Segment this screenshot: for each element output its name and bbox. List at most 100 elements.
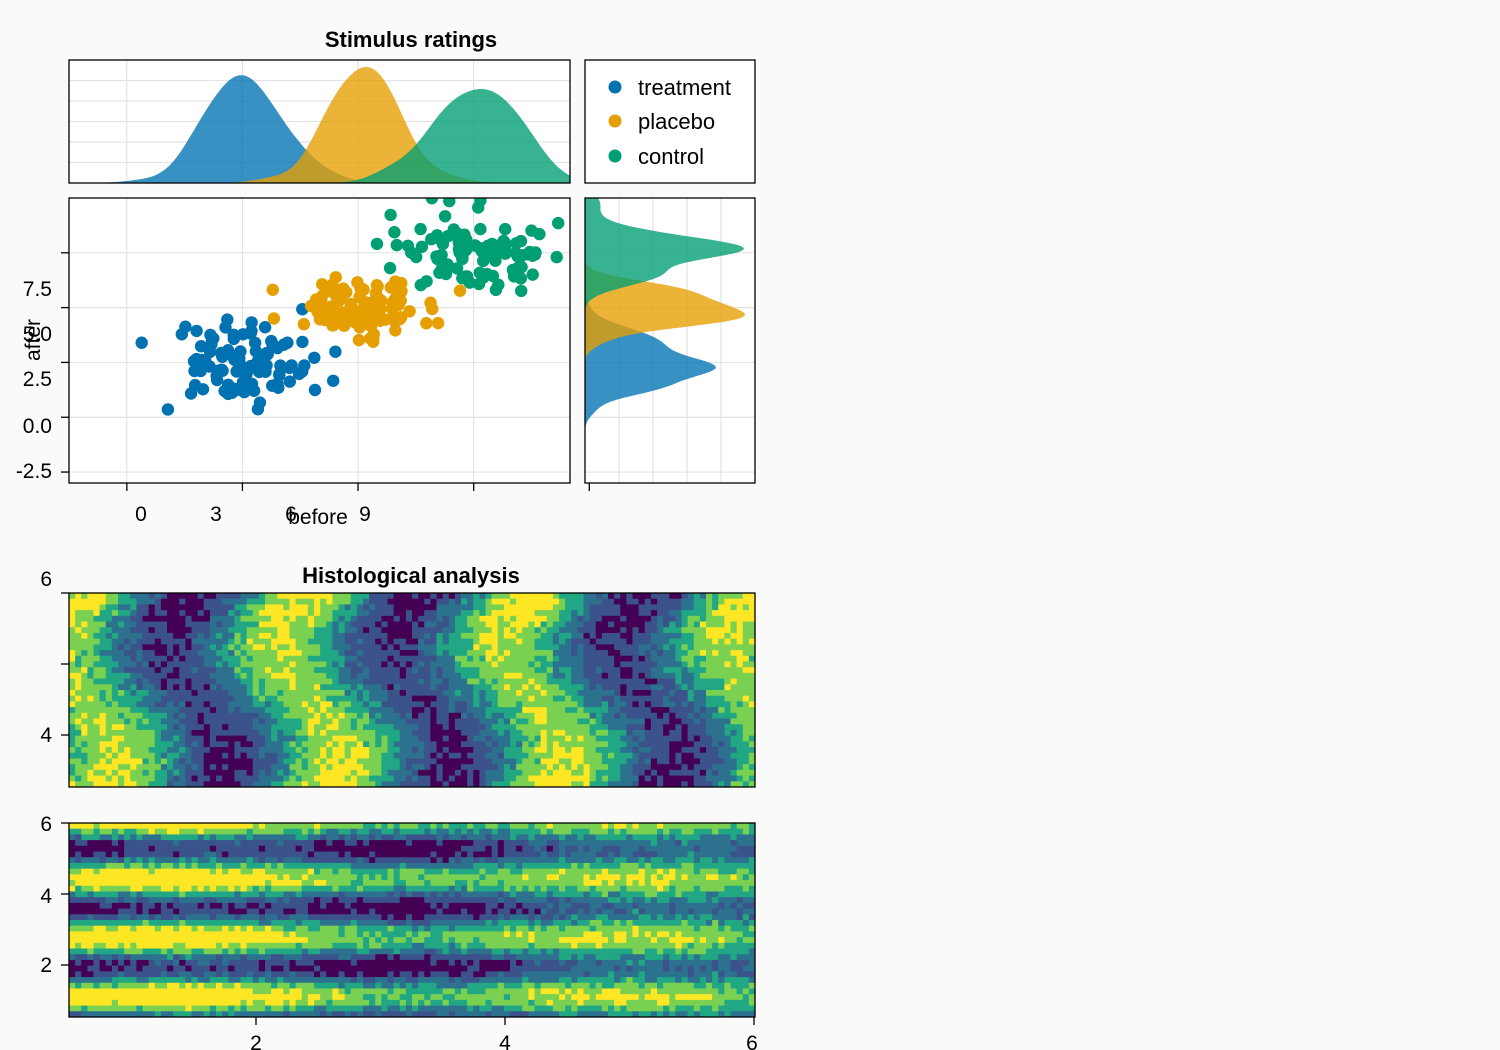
contour-cell: [571, 701, 578, 708]
contour-cell: [663, 747, 670, 754]
contour-cell: [240, 684, 248, 691]
contour-cell: [295, 667, 303, 674]
contour-cell: [375, 823, 382, 830]
contour-cell: [516, 604, 523, 611]
contour-cell: [197, 712, 205, 720]
contour-cell: [614, 604, 621, 611]
contour-cell: [614, 690, 621, 697]
scatter-point-treatment: [261, 348, 274, 361]
contour-cell: [632, 627, 640, 634]
contour-cell: [356, 667, 364, 674]
contour-cell: [283, 610, 291, 617]
contour-cell: [111, 718, 119, 725]
contour-cell: [81, 678, 88, 685]
contour-cell: [699, 610, 707, 617]
contour-cell: [712, 823, 719, 830]
scatter-point-placebo: [344, 297, 357, 311]
contour-cell: [399, 834, 407, 841]
contour-cell: [209, 701, 217, 708]
contour-cell: [718, 834, 725, 841]
contour-cell: [657, 672, 664, 680]
contour-cell: [283, 684, 291, 691]
contour-cell: [228, 823, 235, 830]
contour-cell: [608, 707, 615, 714]
contour-cell: [167, 690, 174, 697]
contour-cell: [234, 661, 242, 668]
contour-cell: [332, 655, 340, 663]
contour-cell: [75, 707, 82, 714]
contour-cell: [75, 741, 82, 748]
contour-cell: [706, 610, 713, 617]
contour-cell: [583, 828, 591, 836]
contour-cell: [136, 644, 144, 651]
contour-cell: [375, 718, 382, 725]
contour-cell: [246, 857, 254, 864]
contour-cell: [687, 667, 695, 674]
contour-cell: [559, 610, 566, 617]
contour-cell: [81, 604, 88, 611]
contour-cell: [571, 724, 578, 731]
contour-cell: [350, 667, 358, 674]
contour-cell: [99, 621, 107, 628]
contour-cell: [412, 707, 419, 714]
contour-cell: [191, 735, 199, 742]
contour-cell: [742, 857, 750, 864]
contour-cell: [534, 769, 542, 777]
contour-cell: [295, 632, 303, 640]
contour-cell: [565, 747, 572, 754]
contour-cell: [706, 729, 713, 737]
contour-cell: [265, 615, 272, 623]
contour-cell: [528, 851, 536, 858]
contour-cell: [387, 781, 395, 787]
scatter-point-control: [414, 222, 427, 236]
contour-cell: [314, 627, 321, 634]
contour-cell: [228, 650, 235, 657]
contour-cell: [669, 638, 676, 645]
contour-cell: [173, 650, 180, 657]
contour-cell: [491, 845, 499, 853]
contour-cell: [295, 840, 303, 847]
contour-cell: [338, 729, 346, 737]
contour-cell: [142, 758, 150, 765]
contour-cell: [197, 604, 205, 611]
contour-cell: [497, 627, 505, 634]
contour-cell: [657, 823, 664, 830]
contour-cell: [393, 690, 401, 697]
contour-cell: [430, 690, 438, 697]
contour-cell: [424, 661, 431, 668]
contour-cell: [191, 718, 199, 725]
contour-cell: [454, 621, 462, 628]
contour-cell: [454, 650, 462, 657]
contour-cell: [448, 834, 456, 841]
contour-cell: [454, 823, 462, 830]
contour-cell: [424, 764, 431, 771]
contour-cell: [687, 604, 695, 611]
contour-cell: [485, 650, 493, 657]
contour-cell: [381, 661, 389, 668]
contour-cell: [252, 667, 260, 674]
contour-cell: [681, 690, 689, 697]
contour-cell: [663, 678, 670, 685]
contour-cell: [589, 851, 597, 858]
contour-cell: [332, 615, 340, 623]
contour-cell: [369, 650, 376, 657]
contour-cell: [356, 735, 364, 742]
contour-cell: [356, 758, 364, 765]
contour-cell: [559, 752, 566, 760]
contour-cell: [350, 672, 358, 680]
contour-cell: [681, 707, 689, 714]
contour-cell: [510, 593, 517, 600]
contour-cell: [277, 667, 284, 674]
contour-cell: [571, 661, 578, 668]
contour-cell: [111, 712, 119, 720]
contour-cell: [742, 758, 750, 765]
contour-cell: [111, 747, 119, 754]
contour-cell: [283, 851, 291, 858]
contour-cell: [314, 650, 321, 657]
contour-cell: [638, 627, 646, 634]
contour-cell: [277, 655, 284, 663]
contour-cell: [736, 707, 744, 714]
contour-cell: [503, 707, 511, 714]
contour-cell: [191, 752, 199, 760]
contour-cell: [148, 707, 156, 714]
